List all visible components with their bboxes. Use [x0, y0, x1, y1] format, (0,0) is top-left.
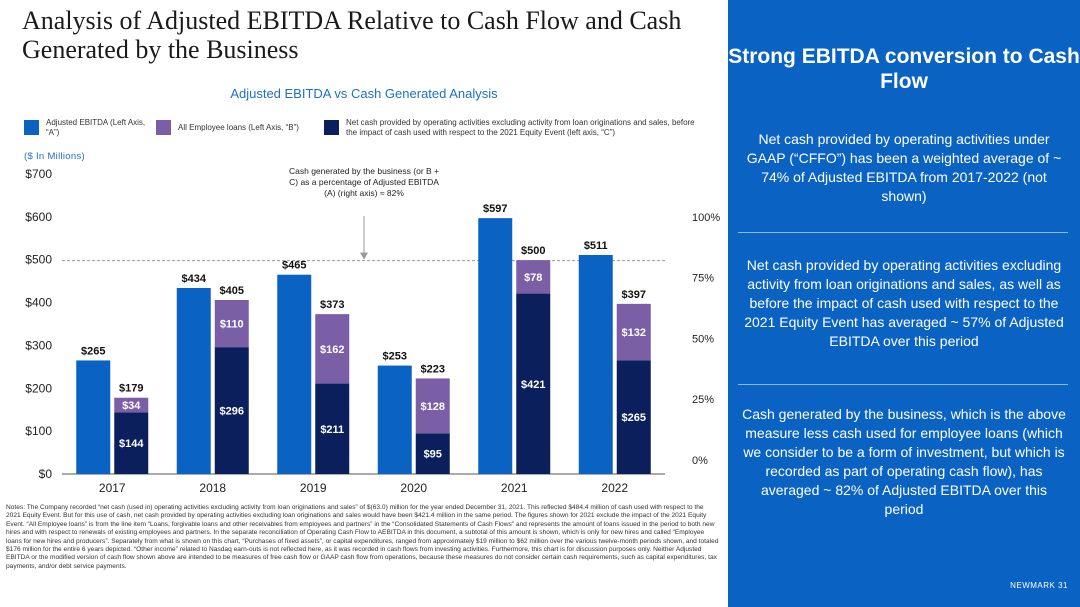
data-label-net-cash: $265: [622, 412, 646, 424]
bar-employee-loans: [415, 378, 450, 434]
panel-title: Strong EBITDA conversion to Cash Flow: [728, 45, 1080, 93]
data-label-employee-loans: $132: [622, 327, 646, 339]
panel-point-cffo: Net cash provided by operating activitie…: [746, 131, 1062, 204]
slide-title: Analysis of Adjusted EBITDA Relative to …: [22, 6, 682, 64]
data-label-net-cash: $144: [119, 438, 144, 450]
data-label-ebitda: $465: [282, 260, 306, 272]
data-label-stack-total: $397: [622, 289, 646, 301]
bar-employee-loans: [516, 260, 551, 294]
y-tick-label: $600: [25, 210, 52, 224]
data-label-net-cash: $211: [320, 424, 344, 436]
bar-net-cash: [616, 360, 651, 474]
y-tick-label: $400: [25, 296, 52, 310]
bar-employee-loans: [214, 300, 249, 348]
data-label-stack-total: $223: [421, 363, 445, 375]
bar-net-cash: [315, 383, 350, 474]
bar-employee-loans: [114, 397, 149, 413]
bar-net-cash: [415, 433, 450, 474]
right-axis-tick-label: 50%: [692, 333, 714, 345]
units-label: ($ In Millions): [24, 151, 85, 162]
bar-employee-loans: [616, 303, 651, 361]
bar-net-cash: [114, 412, 149, 474]
x-tick-label: 2020: [400, 481, 427, 495]
panel-point-net-cash: Net cash provided by operating activitie…: [744, 257, 1064, 349]
page-footer: NEWMARK 31: [1010, 581, 1068, 590]
data-label-ebitda: $597: [483, 203, 507, 215]
bar-adjusted-ebitda: [176, 288, 211, 474]
right-axis-tick-label: 75%: [692, 273, 714, 285]
data-label-stack-total: $500: [521, 245, 545, 257]
legend-swatch-ebitda: [24, 120, 39, 135]
y-tick-label: $700: [25, 167, 52, 181]
chart-title: Adjusted EBITDA vs Cash Generated Analys…: [230, 86, 498, 101]
annotation-arrow-head: [360, 252, 368, 260]
x-tick-label: 2019: [300, 481, 327, 495]
legend-swatch-net-cash: [324, 120, 339, 135]
data-label-ebitda: $434: [182, 273, 207, 285]
x-tick-label: 2021: [501, 481, 528, 495]
panel-point-cash-generated: Cash generated by the business, which is…: [742, 406, 1066, 517]
data-label-employee-loans: $78: [524, 272, 542, 284]
data-label-employee-loans: $162: [320, 344, 344, 356]
panel-divider: [738, 384, 1068, 385]
data-label-employee-loans: $128: [421, 401, 445, 413]
y-tick-label: $100: [25, 424, 52, 438]
data-label-stack-total: $405: [220, 285, 244, 297]
data-label-stack-total: $373: [320, 299, 344, 311]
bar-adjusted-ebitda: [76, 360, 111, 474]
legend-label-ebitda: Adjusted EBITDA (Left Axis, “A”): [46, 118, 146, 137]
chart-area: $0 $100 $200 $300 $400 $500 $600 $700 0% 25% 50% 75…: [25, 166, 720, 495]
x-tick-label: 2017: [99, 481, 126, 495]
data-label-net-cash: $421: [521, 379, 545, 391]
legend-label-net-cash: Net cash provided by operating activitie…: [346, 118, 695, 137]
data-label-net-cash: $95: [424, 449, 442, 461]
legend-label-employee-loans: All Employee loans (Left Axis, “B”): [178, 123, 299, 132]
summary-panel: Strong EBITDA conversion to Cash Flow Ne…: [728, 0, 1080, 607]
data-label-employee-loans: $110: [220, 319, 244, 331]
x-tick-label: 2022: [601, 481, 628, 495]
data-label-ebitda: $265: [81, 345, 105, 357]
y-tick-label: $200: [25, 381, 52, 395]
data-label-net-cash: $296: [220, 406, 244, 418]
bar-adjusted-ebitda: [377, 365, 412, 474]
x-tick-label: 2018: [199, 481, 226, 495]
bar-adjusted-ebitda: [277, 274, 312, 474]
data-label-ebitda: $511: [584, 240, 608, 252]
legend-swatch-employee-loans: [156, 120, 171, 135]
y-tick-label: $0: [39, 467, 53, 481]
bar-adjusted-ebitda: [478, 218, 513, 474]
bar-net-cash: [214, 347, 249, 474]
right-axis-tick-label: 0%: [692, 455, 708, 467]
data-label-employee-loans: $34: [122, 400, 141, 412]
panel-divider: [738, 232, 1068, 233]
y-tick-label: $500: [25, 253, 52, 267]
bar-adjusted-ebitda: [578, 255, 613, 474]
annotation-text: Cash generated by the business (or B + C)…: [289, 166, 439, 198]
bar-net-cash: [516, 293, 551, 474]
bar-employee-loans: [315, 314, 350, 384]
footnotes: Notes: The Company recorded “net cash (u…: [6, 504, 719, 570]
y-tick-label: $300: [25, 338, 52, 352]
data-label-ebitda: $253: [383, 351, 407, 363]
right-axis-tick-label: 100%: [692, 212, 720, 224]
right-axis-tick-label: 25%: [692, 394, 714, 406]
data-label-stack-total: $179: [119, 383, 143, 395]
